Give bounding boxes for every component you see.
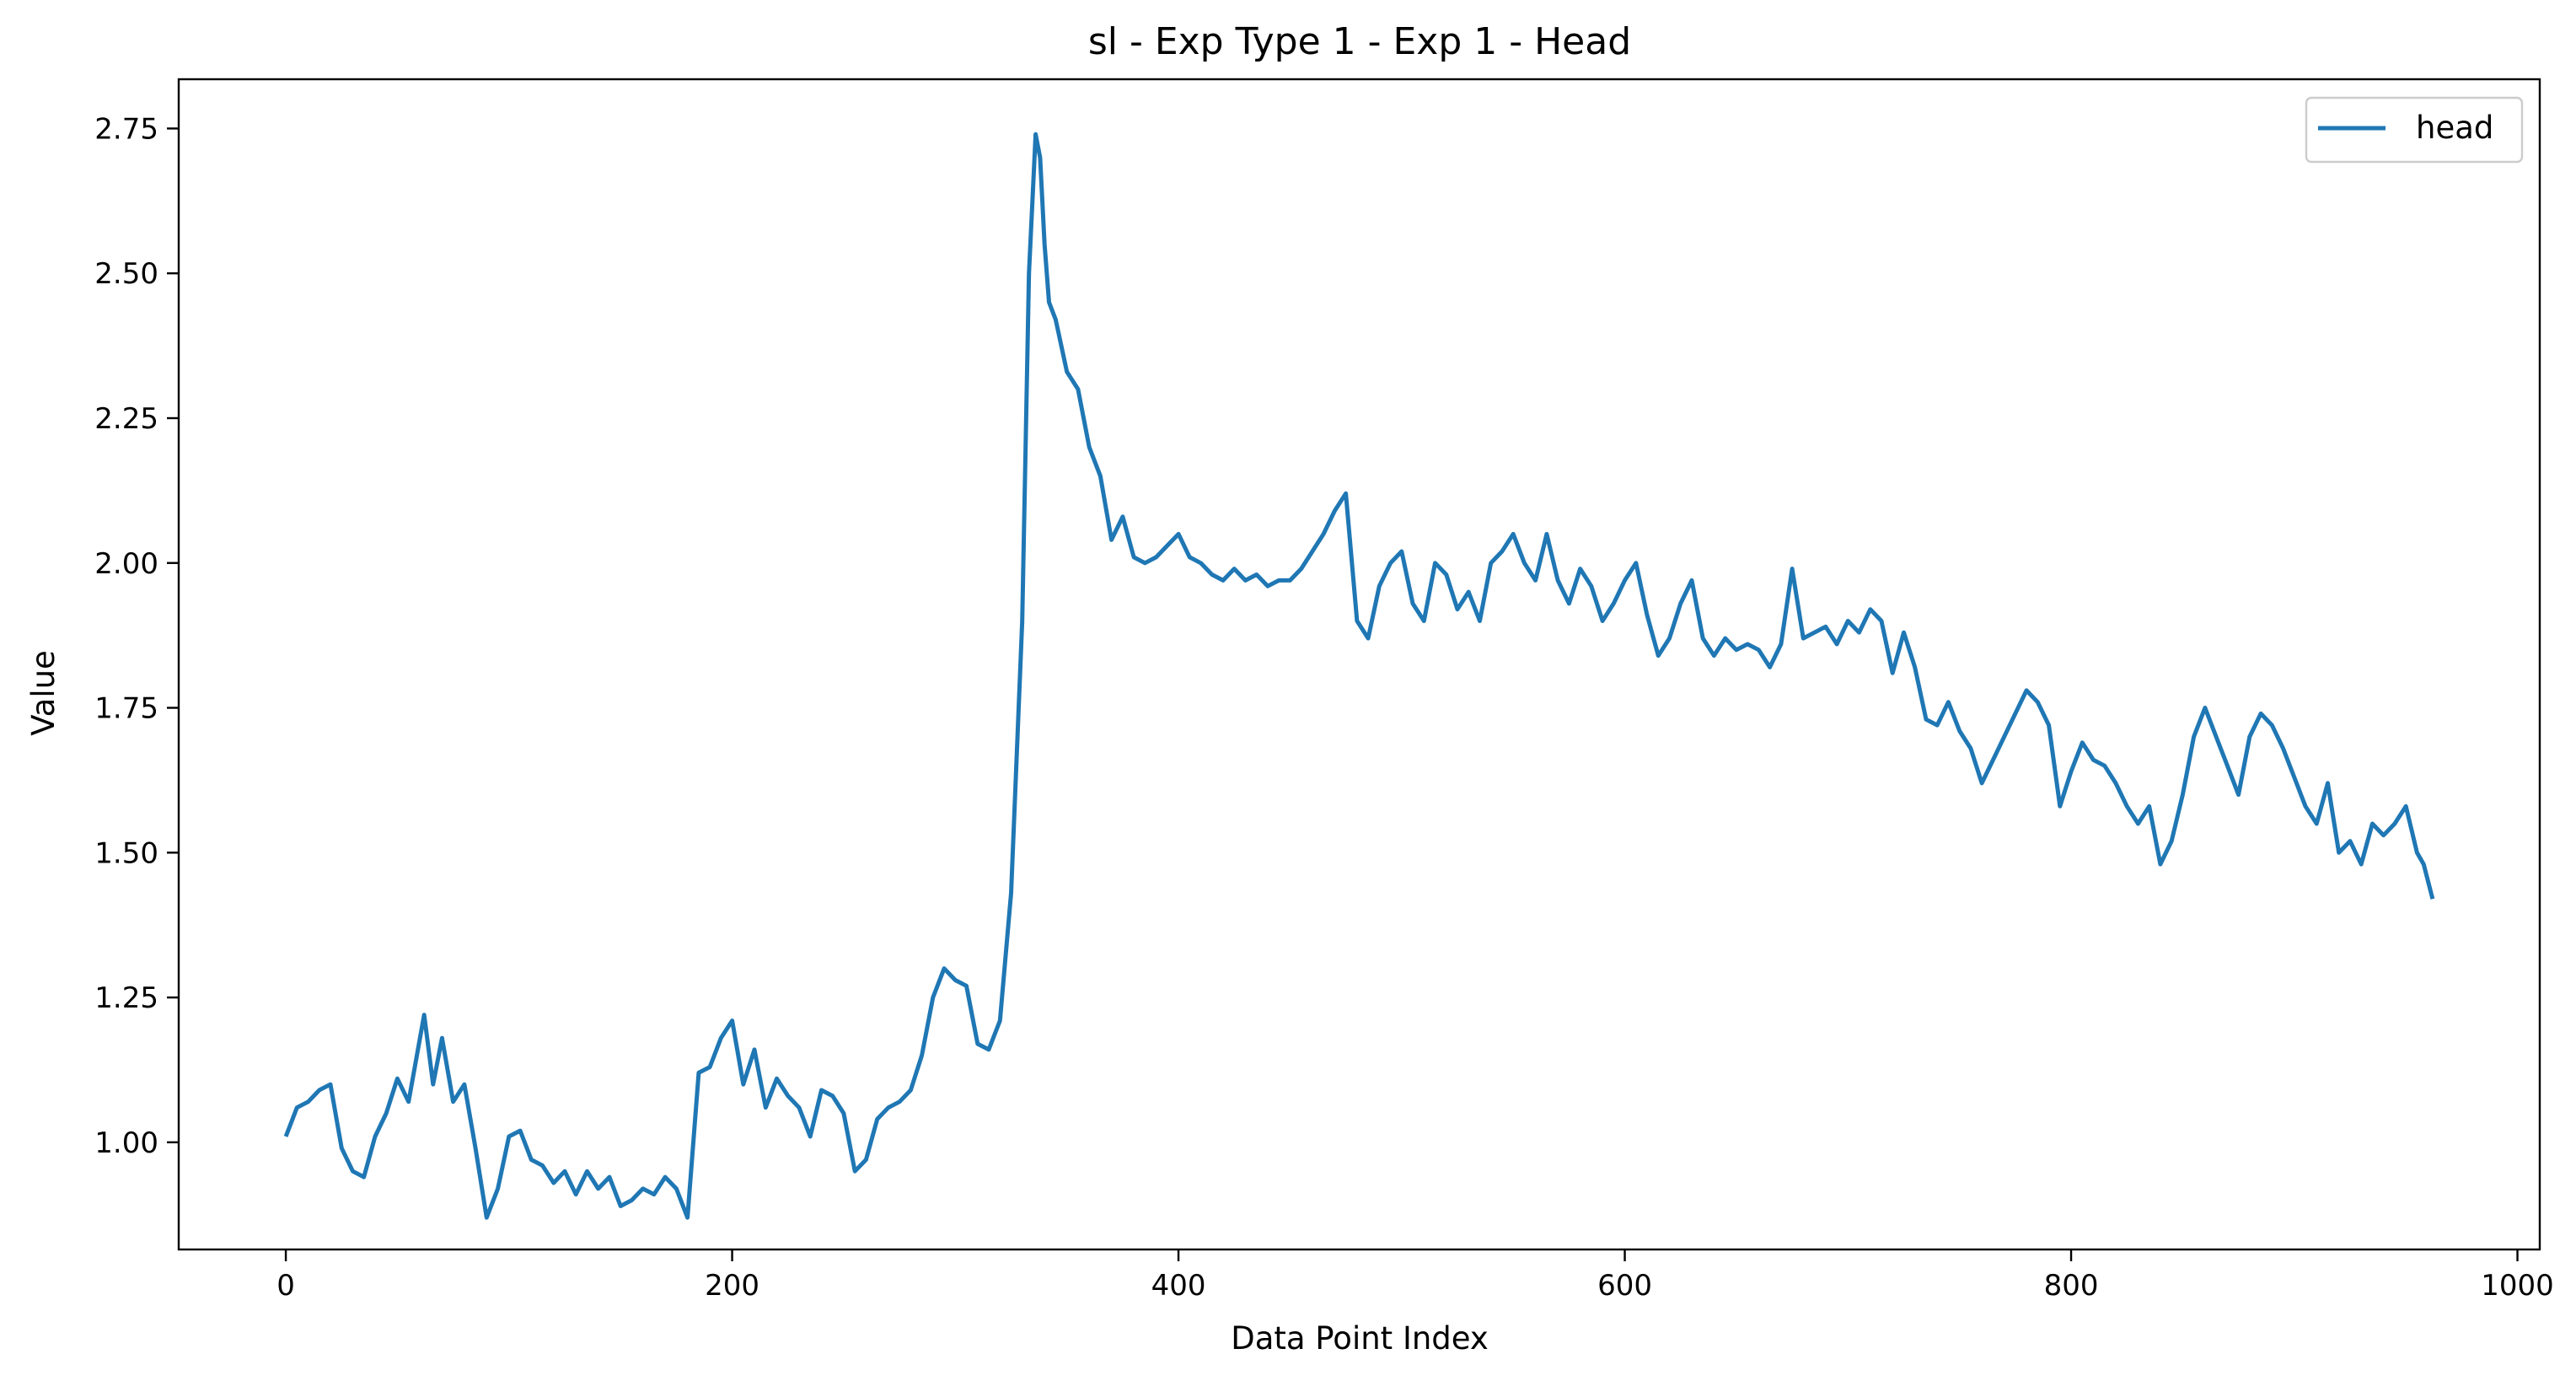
y-axis-label: Value	[25, 650, 62, 736]
y-tick-label: 2.75	[94, 112, 158, 146]
x-tick-label: 600	[1597, 1269, 1652, 1303]
x-tick-label: 200	[705, 1269, 759, 1303]
x-tick-label: 0	[276, 1269, 295, 1303]
y-tick-label: 1.50	[94, 836, 158, 870]
y-axis: 1.00 1.25 1.50 1.75 2.00 2.25 2.50 2.75	[94, 112, 179, 1160]
y-tick-label: 2.50	[94, 257, 158, 291]
x-axis: 0 200 400 600 800 1000	[276, 1249, 2554, 1303]
x-tick-label: 1000	[2481, 1269, 2554, 1303]
y-tick-label: 2.00	[94, 547, 158, 581]
x-tick-label: 400	[1151, 1269, 1206, 1303]
y-tick-label: 2.25	[94, 402, 158, 436]
y-tick-label: 1.25	[94, 981, 158, 1015]
legend-label-head: head	[2416, 110, 2493, 146]
x-axis-label: Data Point Index	[1231, 1320, 1489, 1357]
chart-title: sl - Exp Type 1 - Exp 1 - Head	[1088, 20, 1631, 63]
plot-frame	[177, 78, 2541, 1251]
series-line-head	[283, 132, 2435, 1220]
y-tick-label: 1.00	[94, 1126, 158, 1160]
x-tick-label: 800	[2044, 1269, 2099, 1303]
y-tick-label: 1.75	[94, 692, 158, 726]
plot-area	[177, 78, 2541, 1251]
legend: head	[2305, 96, 2524, 164]
legend-box	[2305, 96, 2524, 164]
